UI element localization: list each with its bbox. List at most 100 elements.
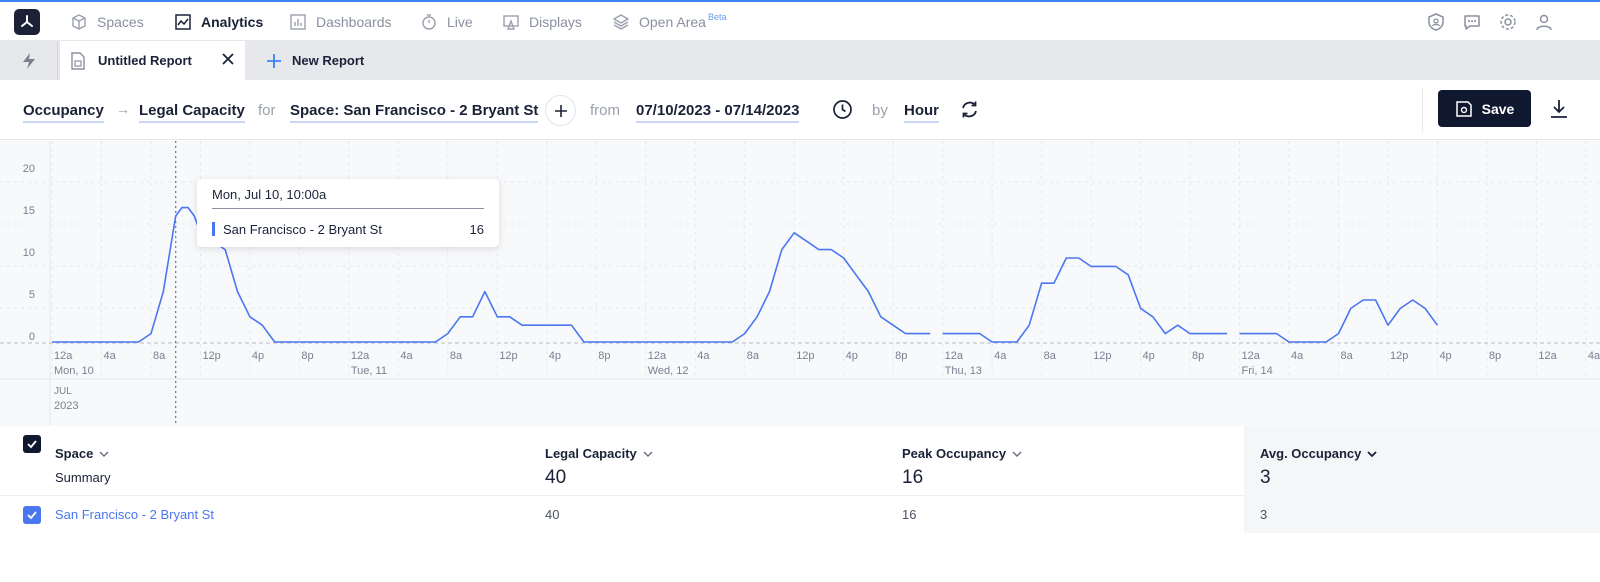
bar-chart-icon: [290, 13, 306, 30]
x-tick-label: 8a: [1044, 350, 1057, 362]
day-label: Wed, 12: [648, 365, 689, 377]
document-icon: [71, 51, 85, 70]
x-tick-label: 8a: [1340, 350, 1353, 362]
from-label: from: [590, 102, 620, 119]
series-line-segment: [942, 257, 1228, 343]
space-filter[interactable]: Space: San Francisco - 2 Bryant St: [290, 102, 539, 123]
quick-actions-tab[interactable]: [0, 41, 58, 80]
x-tick-label: 12p: [499, 350, 517, 362]
series-line-segment: [52, 206, 349, 343]
logo-icon: [21, 15, 33, 27]
user-icon[interactable]: [1534, 12, 1554, 32]
nav-displays[interactable]: Displays: [502, 2, 582, 41]
day-label: Thu, 13: [945, 365, 982, 377]
x-tick-label: 4a: [994, 350, 1007, 362]
add-filter-button[interactable]: [545, 95, 576, 126]
column-header-avg-occupancy[interactable]: Avg. Occupancy: [1260, 446, 1378, 461]
new-report-label: New Report: [292, 53, 365, 68]
x-tick-label: 12a: [648, 350, 667, 362]
x-tick-label: 4a: [103, 350, 116, 362]
column-header-space-label: Space: [55, 446, 94, 461]
x-tick-label: 12p: [202, 350, 220, 362]
toolbar-divider: [1422, 88, 1423, 132]
y-tick-label: 0: [29, 331, 35, 343]
report-query-bar: Occupancy → Legal Capacity for Space: Sa…: [0, 80, 1600, 140]
app-logo[interactable]: [14, 9, 40, 35]
plus-icon: [554, 104, 567, 117]
top-nav: Spaces Analytics Dashboards Live Display…: [0, 0, 1600, 41]
x-tick-label: 12a: [1242, 350, 1261, 362]
y-tick-label: 10: [23, 247, 35, 259]
table-row-space-link[interactable]: San Francisco - 2 Bryant St: [55, 507, 214, 522]
column-header-legal-capacity[interactable]: Legal Capacity: [545, 446, 653, 461]
chat-icon[interactable]: [1462, 12, 1482, 32]
save-label: Save: [1481, 100, 1515, 117]
nav-open-area[interactable]: Open Area Beta: [612, 2, 726, 41]
x-tick-label: 4a: [1588, 350, 1600, 362]
nav-displays-label: Displays: [529, 13, 582, 30]
table-row-peak-occupancy: 16: [902, 507, 917, 522]
day-label: Mon, 10: [54, 365, 94, 377]
metric-select[interactable]: Occupancy: [23, 102, 104, 123]
nav-live[interactable]: Live: [420, 2, 473, 41]
column-header-space[interactable]: Space: [55, 446, 109, 461]
nav-analytics[interactable]: Analytics: [174, 2, 263, 41]
nav-live-label: Live: [447, 13, 473, 30]
month-label: JUL: [54, 386, 72, 397]
tooltip-series-swatch: [212, 222, 215, 236]
column-header-peak-occupancy-label: Peak Occupancy: [902, 446, 1007, 461]
nav-dashboards[interactable]: Dashboards: [289, 2, 392, 41]
select-all-checkbox[interactable]: [23, 435, 41, 453]
arrow-right-icon: →: [116, 101, 130, 117]
x-tick-label: 12a: [54, 350, 73, 362]
column-header-avg-occupancy-label: Avg. Occupancy: [1260, 446, 1362, 461]
series-line-segment: [645, 232, 931, 343]
close-icon[interactable]: [221, 52, 235, 66]
tab-untitled-report[interactable]: Untitled Report: [60, 41, 245, 80]
x-tick-label: 4p: [846, 350, 858, 362]
beta-badge: Beta: [707, 11, 727, 22]
summary-avg-occupancy: 3: [1260, 467, 1271, 488]
nav-spaces[interactable]: Spaces: [70, 2, 144, 41]
x-tick-label: 12a: [1538, 350, 1557, 362]
display-icon: [503, 14, 519, 30]
measure-select[interactable]: Legal Capacity: [139, 102, 245, 123]
save-button[interactable]: Save: [1438, 90, 1531, 127]
report-table: Space Legal Capacity Peak Occupancy Avg.…: [0, 426, 1600, 582]
nav-analytics-label: Analytics: [201, 13, 264, 30]
nav-dashboards-label: Dashboards: [316, 13, 392, 30]
x-tick-label: 12a: [945, 350, 964, 362]
x-tick-label: 12p: [1093, 350, 1111, 362]
row-checkbox[interactable]: [23, 506, 41, 524]
layers-icon: [613, 13, 629, 30]
chevron-down-icon: [1367, 450, 1378, 457]
chart-tooltip: Mon, Jul 10, 10:00a San Francisco - 2 Br…: [197, 179, 499, 247]
interval-select[interactable]: Hour: [904, 102, 939, 123]
y-tick-label: 5: [29, 289, 35, 301]
x-tick-label: 12a: [351, 350, 370, 362]
download-icon[interactable]: [1548, 98, 1570, 120]
column-header-peak-occupancy[interactable]: Peak Occupancy: [902, 446, 1022, 461]
tab-label: Untitled Report: [98, 53, 192, 68]
check-icon: [27, 440, 37, 449]
x-tick-label: 4a: [400, 350, 413, 362]
gear-icon[interactable]: [1498, 12, 1518, 32]
x-tick-label: 4a: [697, 350, 710, 362]
occupancy-chart: 0 5 10 15 20 12a 4a 8a 12p 4p 8p 12a 4a 8a 12p 4p 8p 12a 4…: [0, 141, 1600, 426]
report-tabs: Untitled Report New Report: [0, 41, 1600, 80]
x-tick-label: 8p: [895, 350, 907, 362]
y-tick-label: 15: [23, 205, 35, 217]
new-report-button[interactable]: New Report: [266, 41, 364, 80]
x-tick-label: 8a: [153, 350, 166, 362]
date-range-select[interactable]: 07/10/2023 - 07/14/2023: [636, 102, 800, 123]
x-tick-label: 8a: [450, 350, 463, 362]
clock-icon[interactable]: [832, 99, 853, 120]
nav-spaces-label: Spaces: [97, 13, 144, 30]
refresh-icon[interactable]: [959, 99, 980, 120]
save-icon: [1455, 100, 1472, 117]
chevron-down-icon: [99, 450, 109, 457]
chevron-down-icon: [1012, 450, 1022, 457]
shield-icon[interactable]: [1426, 12, 1446, 32]
x-tick-label: 8p: [1192, 350, 1204, 362]
sorted-column-bg: [1244, 426, 1600, 533]
